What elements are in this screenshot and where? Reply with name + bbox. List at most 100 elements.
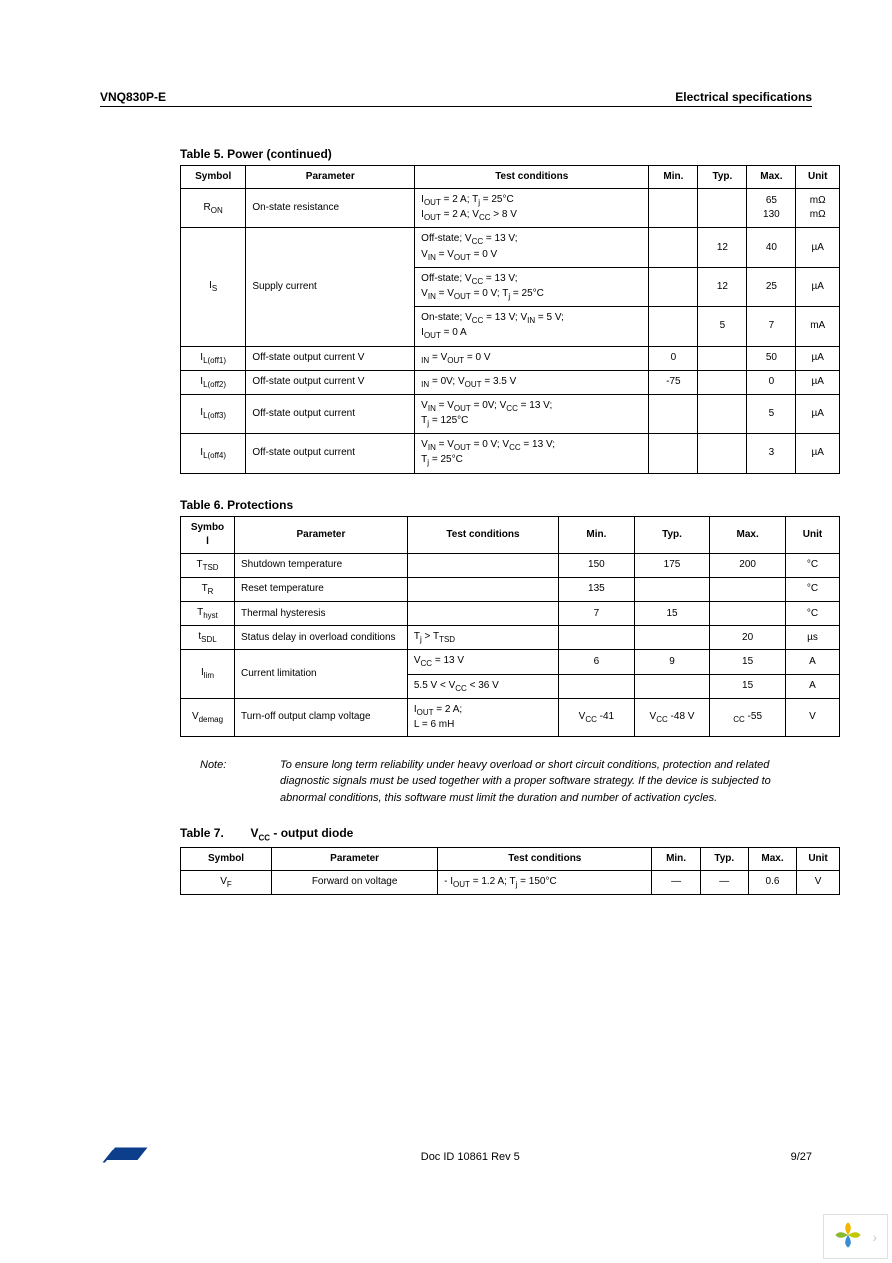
cell-parameter: Supply current	[246, 228, 415, 346]
table-row: IL(off2) Off-state output current V IN =…	[181, 370, 840, 394]
cell-cond: VCC = 13 V	[407, 650, 558, 674]
col-symbol: Symbol	[181, 516, 235, 553]
cell-typ: 15	[634, 602, 710, 626]
table-row: IL(off1) Off-state output current V IN =…	[181, 346, 840, 370]
cell-max: 40	[747, 228, 796, 267]
cell-max: 200	[710, 553, 786, 577]
table-row: Vdemag Turn-off output clamp voltage IOU…	[181, 698, 840, 736]
cell-unit: V	[797, 870, 840, 894]
cell-min: —	[652, 870, 700, 894]
cell-max: 15	[710, 650, 786, 674]
col-min: Min.	[559, 516, 635, 553]
cell-min: VCC -41	[559, 698, 635, 736]
cell-unit: °C	[785, 553, 839, 577]
cell-max: 20	[710, 626, 786, 650]
cell-typ	[634, 626, 710, 650]
col-unit: Unit	[797, 847, 840, 870]
table-row: Thyst Thermal hysteresis 7 15 °C	[181, 602, 840, 626]
cell-parameter: Forward on voltage	[272, 870, 438, 894]
cell-unit: µA	[796, 394, 840, 433]
cell-max: 0	[747, 370, 796, 394]
cell-cond: Off-state; VCC = 13 V;VIN = VOUT = 0 V; …	[415, 267, 649, 306]
cell-typ: VCC -48 V	[634, 698, 710, 736]
cell-parameter: Off-state output current	[246, 394, 415, 433]
col-typ: Typ.	[634, 516, 710, 553]
cell-cond: IOUT = 2 A;L = 6 mH	[407, 698, 558, 736]
cell-max: 15	[710, 674, 786, 698]
cell-unit: µA	[796, 370, 840, 394]
cell-typ	[698, 189, 747, 228]
cell-max: 50	[747, 346, 796, 370]
cell-cond	[407, 577, 558, 601]
cell-min	[559, 674, 635, 698]
cell-typ: 12	[698, 267, 747, 306]
page-header: VNQ830P-E Electrical specifications	[100, 90, 812, 107]
cell-cond	[407, 553, 558, 577]
cell-unit: °C	[785, 602, 839, 626]
table5-title: Table 5. Power (continued)	[180, 147, 812, 161]
header-left: VNQ830P-E	[100, 90, 166, 104]
cell-symbol: IS	[181, 228, 246, 346]
col-parameter: Parameter	[246, 166, 415, 189]
cell-cond	[407, 602, 558, 626]
cell-min	[649, 228, 698, 267]
col-conditions: Test conditions	[415, 166, 649, 189]
cell-max: 25	[747, 267, 796, 306]
cell-unit: V	[785, 698, 839, 736]
table5: Symbol Parameter Test conditions Min. Ty…	[180, 165, 840, 474]
cell-parameter: Shutdown temperature	[235, 553, 408, 577]
table-row: TR Reset temperature 135 °C	[181, 577, 840, 601]
cell-max: 0.6	[748, 870, 796, 894]
cell-min: 135	[559, 577, 635, 601]
cell-min: 0	[649, 346, 698, 370]
cell-symbol: Ilim	[181, 650, 235, 698]
corner-widget[interactable]: ›	[823, 1214, 888, 1259]
table-header-row: Symbol Parameter Test conditions Min. Ty…	[181, 166, 840, 189]
cell-typ: —	[700, 870, 748, 894]
cell-unit: A	[785, 674, 839, 698]
cell-min: 150	[559, 553, 635, 577]
cell-symbol: TR	[181, 577, 235, 601]
page-footer: Doc ID 10861 Rev 5 9/27	[100, 1140, 812, 1173]
cell-cond: VIN = VOUT = 0 V; VCC = 13 V;Tj = 25°C	[415, 434, 649, 473]
cell-min	[559, 626, 635, 650]
cell-unit: µA	[796, 346, 840, 370]
cell-unit: °C	[785, 577, 839, 601]
cell-unit: µA	[796, 434, 840, 473]
cell-typ	[698, 346, 747, 370]
cell-cond: 5.5 V < VCC < 36 V	[407, 674, 558, 698]
cell-min: 7	[559, 602, 635, 626]
col-typ: Typ.	[700, 847, 748, 870]
col-parameter: Parameter	[235, 516, 408, 553]
cell-min	[649, 434, 698, 473]
col-symbol: Symbol	[181, 166, 246, 189]
note-block: Note: To ensure long term reliability un…	[200, 757, 812, 807]
cell-max: 5	[747, 394, 796, 433]
cell-cond: Tj > TTSD	[407, 626, 558, 650]
cell-max: 65130	[747, 189, 796, 228]
col-min: Min.	[649, 166, 698, 189]
cell-symbol: Vdemag	[181, 698, 235, 736]
cell-parameter: Thermal hysteresis	[235, 602, 408, 626]
cell-max	[710, 577, 786, 601]
cell-symbol: Thyst	[181, 602, 235, 626]
cell-max	[710, 602, 786, 626]
cell-typ: 9	[634, 650, 710, 674]
col-max: Max.	[710, 516, 786, 553]
cell-min	[649, 307, 698, 346]
cell-parameter: Off-state output current V	[246, 346, 415, 370]
footer-page-number: 9/27	[791, 1151, 812, 1163]
table-row: VF Forward on voltage - IOUT = 1.2 A; Tj…	[181, 870, 840, 894]
note-label: Note:	[200, 757, 280, 807]
flower-icon	[834, 1221, 862, 1252]
col-typ: Typ.	[698, 166, 747, 189]
cell-parameter: On-state resistance	[246, 189, 415, 228]
cell-parameter: Current limitation	[235, 650, 408, 698]
cell-symbol: tSDL	[181, 626, 235, 650]
cell-max: 3	[747, 434, 796, 473]
col-unit: Unit	[785, 516, 839, 553]
table6-title: Table 6. Protections	[180, 498, 812, 512]
cell-typ: 12	[698, 228, 747, 267]
st-logo-icon	[100, 1140, 150, 1173]
cell-min	[649, 394, 698, 433]
